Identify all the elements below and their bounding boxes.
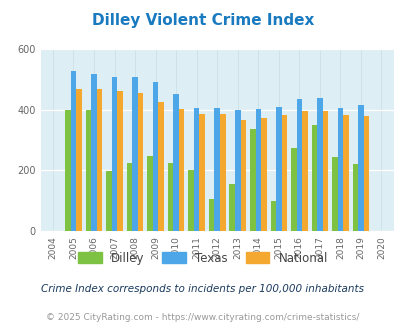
Bar: [117, 91, 123, 231]
Bar: [179, 109, 184, 231]
Bar: [296, 99, 301, 231]
Bar: [96, 89, 102, 231]
Bar: [249, 129, 255, 231]
Bar: [331, 157, 337, 231]
Bar: [311, 125, 316, 231]
Bar: [363, 116, 369, 231]
Bar: [316, 98, 322, 231]
Bar: [199, 114, 205, 231]
Bar: [158, 102, 164, 231]
Bar: [234, 110, 240, 231]
Bar: [209, 199, 214, 231]
Bar: [138, 93, 143, 231]
Legend: Dilley, Texas, National: Dilley, Texas, National: [73, 247, 332, 269]
Bar: [194, 108, 199, 231]
Bar: [173, 94, 179, 231]
Bar: [91, 74, 96, 231]
Bar: [301, 111, 307, 231]
Bar: [152, 82, 158, 231]
Bar: [342, 115, 348, 231]
Bar: [255, 109, 260, 231]
Bar: [322, 111, 327, 231]
Bar: [270, 201, 275, 231]
Bar: [85, 110, 91, 231]
Text: © 2025 CityRating.com - https://www.cityrating.com/crime-statistics/: © 2025 CityRating.com - https://www.city…: [46, 313, 359, 322]
Bar: [188, 170, 194, 231]
Text: Crime Index corresponds to incidents per 100,000 inhabitants: Crime Index corresponds to incidents per…: [41, 284, 364, 294]
Bar: [352, 164, 357, 231]
Bar: [290, 148, 296, 231]
Bar: [167, 163, 173, 231]
Bar: [337, 108, 342, 231]
Bar: [147, 156, 152, 231]
Bar: [111, 77, 117, 231]
Bar: [260, 118, 266, 231]
Bar: [132, 77, 138, 231]
Bar: [76, 89, 81, 231]
Bar: [214, 108, 220, 231]
Bar: [106, 171, 111, 231]
Bar: [65, 110, 70, 231]
Bar: [275, 107, 281, 231]
Text: Dilley Violent Crime Index: Dilley Violent Crime Index: [92, 13, 313, 28]
Bar: [220, 114, 225, 231]
Bar: [126, 163, 132, 231]
Bar: [281, 115, 286, 231]
Bar: [357, 105, 363, 231]
Bar: [240, 120, 245, 231]
Bar: [229, 184, 234, 231]
Bar: [70, 71, 76, 231]
